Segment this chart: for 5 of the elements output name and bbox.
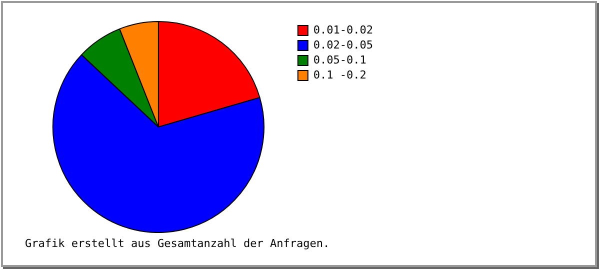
legend-label: 0.05-0.1 — [313, 53, 366, 66]
legend-label: 0.01-0.02 — [313, 23, 374, 36]
text: Grafik erstellt aus Gesamtanzahl der Anfragen. — [25, 237, 330, 250]
legend-label: 0.02-0.05 — [313, 38, 374, 52]
legend-label: 0.1 -0.2 — [313, 68, 366, 82]
